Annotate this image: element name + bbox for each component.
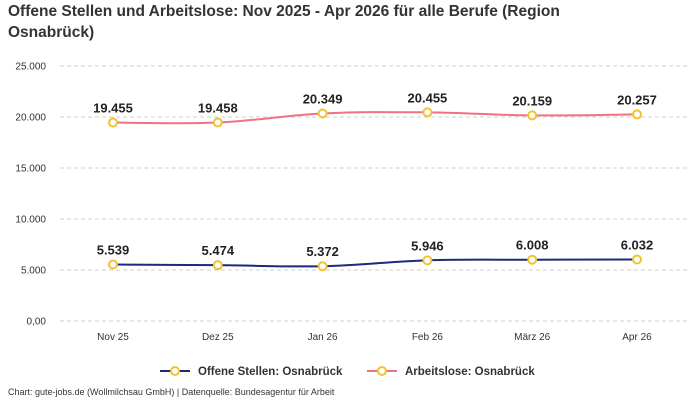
data-point[interactable]	[108, 259, 118, 270]
y-tick-label: 15.000	[15, 164, 46, 175]
legend-label: Arbeitslose: Osnabrück	[405, 366, 535, 378]
y-tick-label: 10.000	[15, 215, 46, 226]
y-tick-label: 20.000	[15, 113, 46, 124]
data-label: 19.455	[93, 101, 133, 116]
data-point[interactable]	[317, 108, 328, 119]
data-label: 5.474	[202, 243, 235, 258]
y-tick-label: 5.000	[21, 266, 46, 277]
legend-item-0[interactable]: Offene Stellen: Osnabrück	[160, 366, 343, 378]
data-label: 20.257	[617, 92, 657, 107]
x-tick-label: Feb 26	[412, 332, 444, 343]
data-point[interactable]	[422, 107, 433, 118]
y-tick-label: 0,00	[27, 317, 47, 328]
x-tick-label: Dez 25	[202, 332, 234, 343]
x-tick-label: Apr 26	[622, 332, 652, 343]
data-label: 5.372	[306, 244, 339, 259]
data-point[interactable]	[212, 260, 223, 271]
x-tick-label: Nov 25	[97, 332, 129, 343]
legend-item-1[interactable]: Arbeitslose: Osnabrück	[367, 366, 535, 378]
x-tick-label: Jan 26	[308, 332, 338, 343]
data-label: 20.455	[408, 90, 448, 105]
data-point[interactable]	[422, 255, 433, 266]
data-point[interactable]	[527, 254, 538, 265]
legend: Offene Stellen: Osnabrück Arbeitslose: Os…	[160, 366, 535, 378]
series-markers	[108, 107, 642, 272]
data-label: 6.032	[621, 237, 654, 252]
data-label: 5.539	[97, 243, 130, 258]
legend-marker-icon	[170, 366, 180, 376]
series-line-1	[112, 111, 638, 125]
data-label: 5.946	[411, 238, 444, 253]
chart-title: Offene Stellen und Arbeitslose: Nov 2025…	[8, 3, 560, 41]
source-footer: Chart: gute-jobs.de (Wollmilchsau GmbH) …	[8, 387, 335, 397]
data-label: 20.349	[303, 91, 343, 106]
data-point[interactable]	[632, 254, 642, 265]
data-point[interactable]	[212, 117, 223, 128]
data-point[interactable]	[317, 261, 328, 272]
data-point[interactable]	[108, 117, 118, 128]
y-tick-label: 25.000	[15, 62, 46, 73]
series-line-0	[112, 258, 638, 268]
data-point[interactable]	[527, 110, 538, 121]
y-axis-ticks: 0,00 5.000 10.000 15.000 20.000 25.000	[15, 62, 46, 328]
x-tick-label: März 26	[514, 332, 551, 343]
x-axis-ticks: Nov 25 Dez 25 Jan 26 Feb 26 März 26 Apr 26	[97, 332, 652, 343]
legend-marker-icon	[377, 366, 387, 376]
data-point[interactable]	[632, 109, 642, 120]
series-lines	[112, 111, 638, 268]
data-label: 20.159	[512, 93, 552, 108]
data-label: 19.458	[198, 101, 238, 116]
data-label: 6.008	[516, 238, 549, 253]
data-labels: 5.539 5.474 5.372 5.946 6.008 6.032 19.455 19.4…	[93, 90, 657, 259]
legend-label: Offene Stellen: Osnabrück	[198, 366, 343, 378]
gridlines	[60, 65, 690, 322]
